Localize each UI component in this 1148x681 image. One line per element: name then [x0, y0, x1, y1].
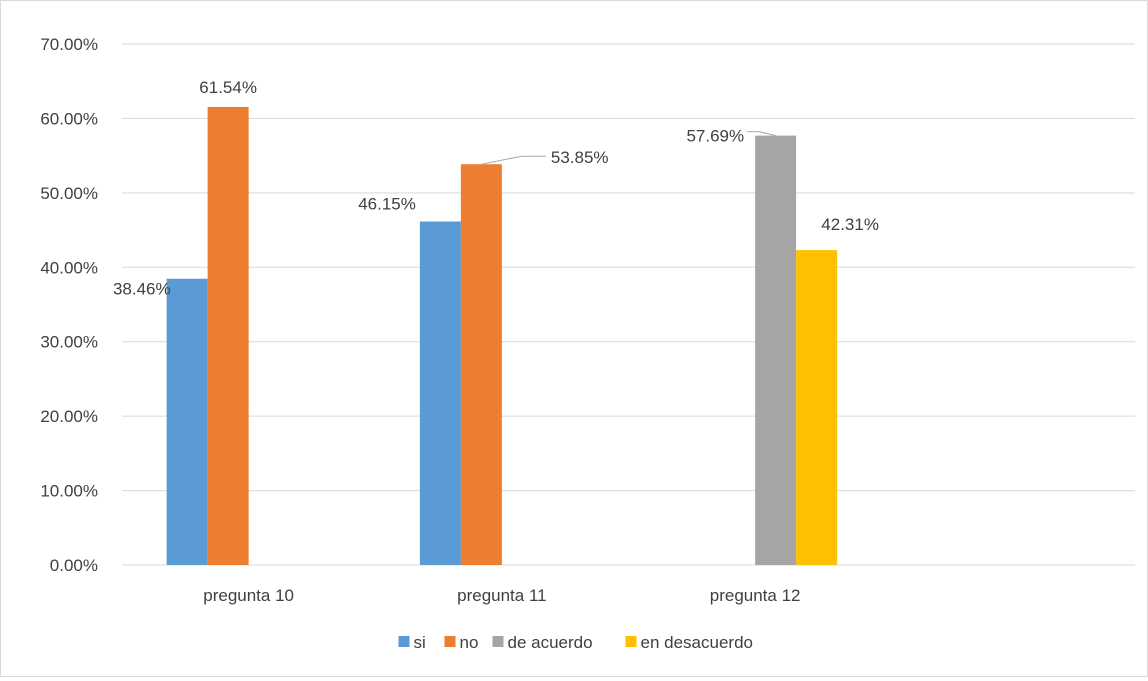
- x-category-label: pregunta 10: [203, 586, 294, 605]
- data-label-leader-line: [481, 155, 546, 165]
- bar-en-desacuerdo: [796, 250, 838, 565]
- y-tick-label: 50.00%: [40, 184, 98, 203]
- y-tick-label: 60.00%: [40, 109, 98, 128]
- legend-label: no: [460, 633, 479, 652]
- bar-no: [460, 164, 502, 565]
- y-tick-label: 20.00%: [40, 407, 98, 426]
- legend-swatch-si: [398, 636, 410, 647]
- legend-swatch-no: [444, 636, 456, 647]
- data-label: 61.54%: [199, 78, 257, 97]
- y-tick-label: 0.00%: [50, 556, 98, 575]
- legend-swatch-en-desacuerdo: [625, 636, 637, 647]
- bar-si: [419, 221, 461, 565]
- bar-no: [207, 106, 249, 566]
- x-category-label: pregunta 11: [457, 586, 546, 605]
- data-label-leader-line: [747, 131, 776, 137]
- data-label: 57.69%: [686, 127, 744, 146]
- data-label: 42.31%: [821, 215, 879, 234]
- data-label: 53.85%: [551, 148, 609, 167]
- x-category-label: pregunta 12: [710, 586, 801, 605]
- y-tick-label: 10.00%: [40, 482, 98, 501]
- legend-label: si: [414, 633, 426, 652]
- y-tick-label: 70.00%: [40, 35, 98, 54]
- data-label: 46.15%: [358, 195, 416, 214]
- legend-swatch-de-acuerdo: [492, 636, 504, 647]
- y-tick-label: 40.00%: [40, 258, 98, 277]
- bar-si: [166, 278, 208, 565]
- legend-label: en desacuerdo: [641, 633, 753, 652]
- legend-label: de acuerdo: [508, 633, 593, 652]
- bar-de-acuerdo: [755, 135, 797, 565]
- y-tick-label: 30.00%: [40, 333, 98, 352]
- data-label: 38.46%: [113, 280, 171, 299]
